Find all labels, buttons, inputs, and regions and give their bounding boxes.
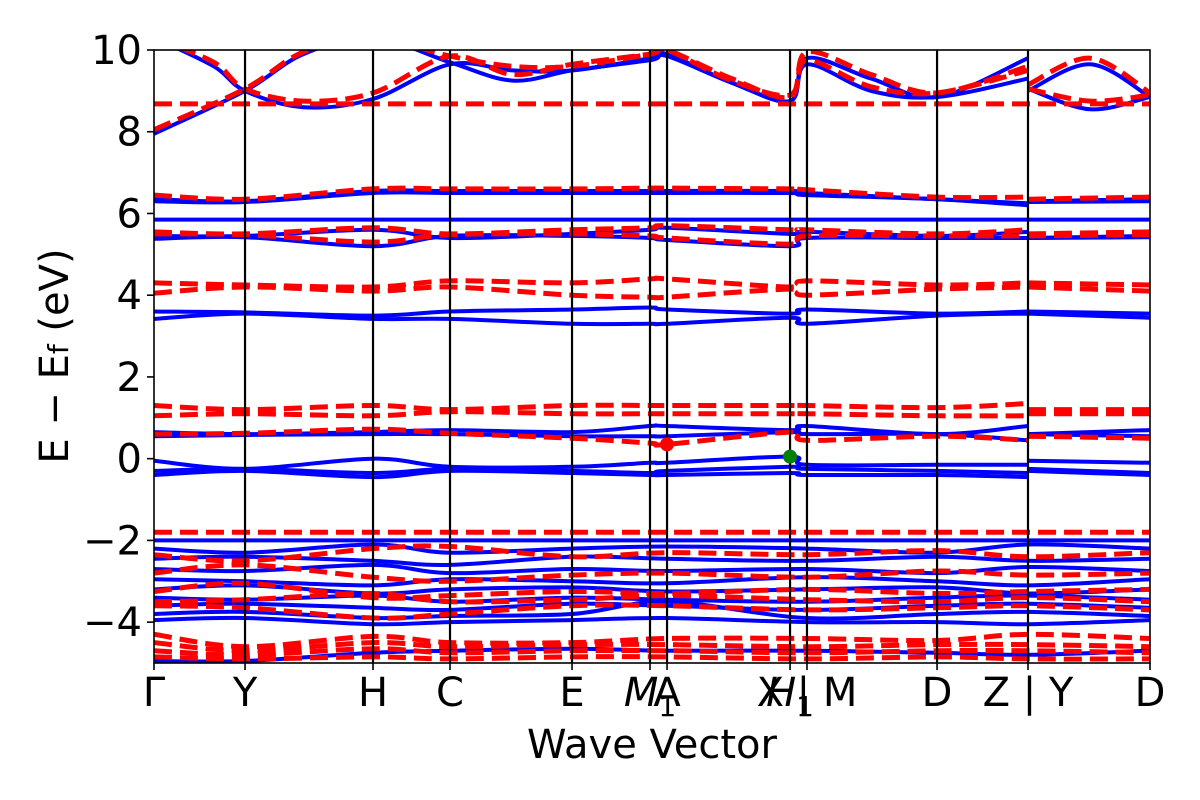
spin-down-band	[154, 646, 1150, 658]
x-tick-label: C	[436, 670, 464, 716]
x-tick-label: H	[358, 670, 388, 716]
high-symmetry-lines	[243, 50, 1030, 663]
cbm-point	[660, 437, 675, 452]
y-tick-label: 2	[117, 355, 142, 401]
spin-down-band	[154, 562, 1150, 584]
spin-down-band	[154, 631, 1150, 650]
x-tick-label: D	[1135, 670, 1166, 716]
y-axis-ticks: −4 −2 0 2 4 6 8 10	[83, 28, 154, 646]
x-tick-label: H1	[766, 670, 814, 723]
y-tick-label: 10	[91, 28, 142, 74]
x-tick-label: Y	[232, 670, 258, 716]
x-tick-label: Z | Y	[983, 670, 1074, 716]
spin-up-band	[154, 542, 1150, 555]
spin-up-band	[154, 575, 1150, 588]
y-axis-title-unit: (eV)	[32, 248, 78, 344]
y-tick-label: 8	[117, 110, 142, 156]
spin-down-band	[154, 543, 1150, 564]
y-tick-label: −4	[83, 600, 142, 646]
markers-layer	[660, 437, 798, 464]
vbm-point	[783, 449, 798, 464]
x-tick-label: D	[922, 670, 953, 716]
spin-up-band	[154, 615, 1150, 627]
spin-down-band	[154, 640, 1150, 654]
spin-down-band	[154, 602, 1150, 621]
y-tick-label: 6	[117, 191, 142, 237]
x-tick-label: M1	[624, 670, 676, 723]
y-tick-label: 0	[117, 437, 142, 483]
plot-frame	[153, 49, 1151, 664]
y-tick-label: 4	[117, 273, 142, 319]
x-tick-label: X | M	[757, 670, 858, 716]
x-axis-title: Wave Vector	[527, 722, 778, 768]
x-axis-ticks: Γ Y H C E M1A H1X | M D Z | Y D	[143, 663, 1166, 723]
spin-down-band	[154, 580, 1150, 601]
y-axis-title: E − Ef (eV)	[32, 248, 78, 463]
spin-down-band	[154, 654, 1150, 662]
x-tick-label: Γ	[143, 670, 166, 716]
y-tick-label: −2	[83, 518, 142, 564]
y-axis-title-sub: f	[42, 343, 75, 354]
x-tick-label: A	[653, 670, 681, 716]
x-tick-label: E	[559, 670, 584, 716]
spin-down-band	[179, 50, 1150, 104]
spin-up-band	[154, 562, 1150, 576]
y-axis-title-main: E − E	[32, 354, 78, 464]
spin-up-band	[154, 554, 1150, 567]
spin-down-band	[154, 590, 1150, 605]
